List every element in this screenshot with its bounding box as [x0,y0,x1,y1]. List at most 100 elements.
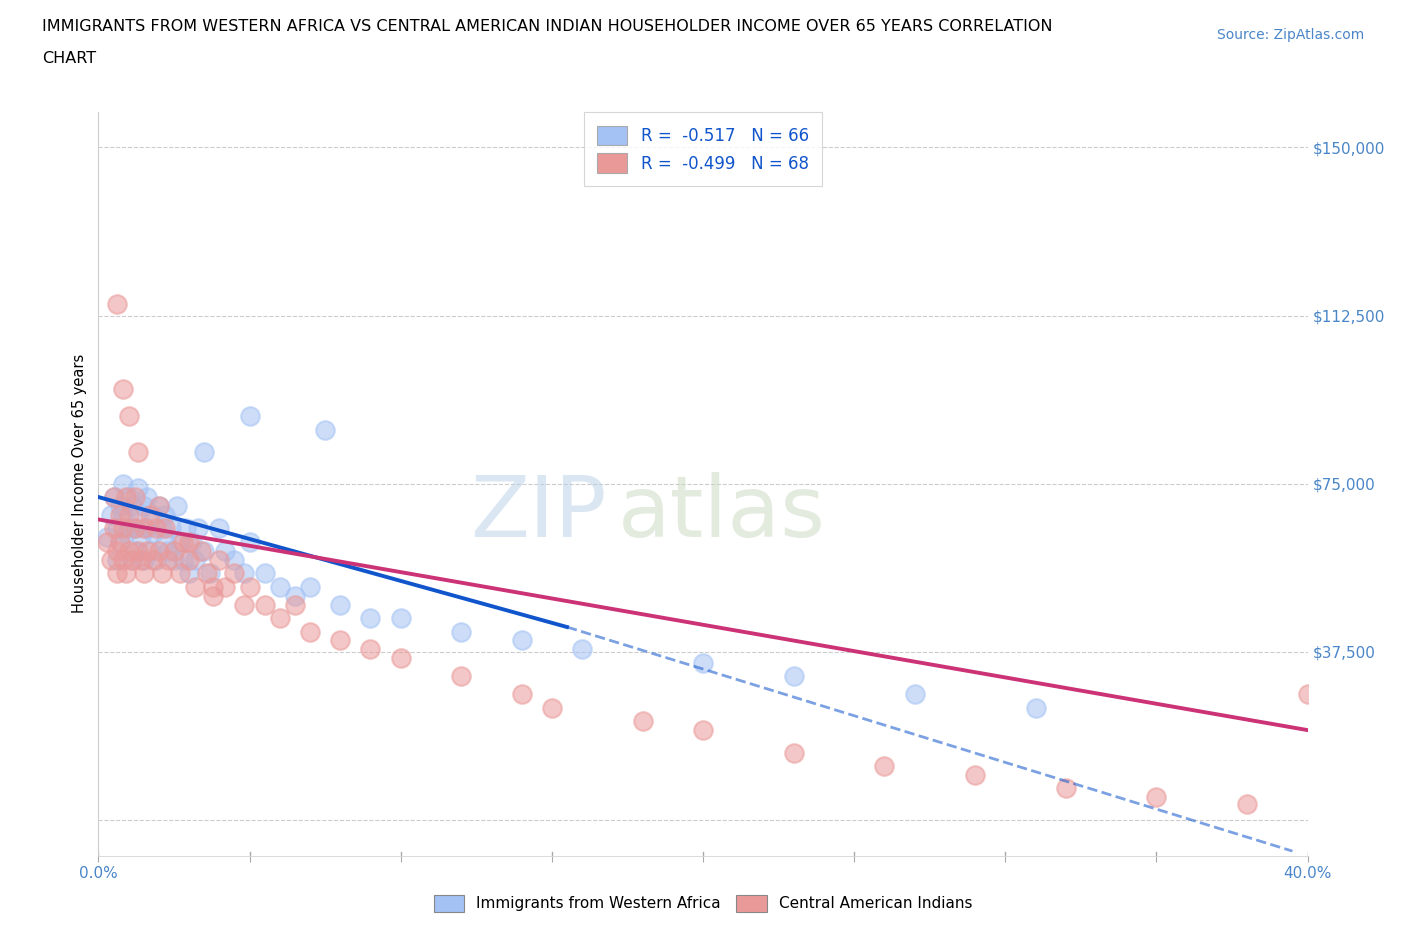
Point [450,624,472,639]
Point [200,565,222,580]
Point [692,656,714,671]
Point [145,521,167,536]
Point [873,759,896,774]
Point [181,535,204,550]
Point [142,508,165,523]
Point [114,565,136,580]
Point [389,611,412,626]
Point [163,552,186,567]
Point [108,535,131,550]
Point [299,579,322,594]
Point [127,508,149,523]
Point [450,669,472,684]
Point [135,543,157,558]
Point [166,498,188,513]
Point [135,489,157,504]
Text: atlas: atlas [619,472,827,555]
Point [105,297,128,312]
Point [118,543,141,558]
Point [360,642,382,657]
Point [153,535,176,550]
Point [124,521,146,536]
Point [314,422,336,437]
Point [105,543,128,558]
Point [193,445,215,459]
Point [118,409,141,424]
Point [169,535,191,550]
Text: Source: ZipAtlas.com: Source: ZipAtlas.com [1216,28,1364,42]
Point [329,597,352,612]
Point [214,543,236,558]
Point [631,713,654,728]
Point [150,565,173,580]
Point [1236,797,1258,812]
Point [132,552,155,567]
Point [142,525,165,540]
Point [153,521,176,536]
Point [127,481,149,496]
Point [783,745,806,760]
Point [148,498,170,513]
Point [135,521,157,536]
Point [202,579,225,594]
Point [118,521,141,536]
Point [329,633,352,648]
Legend: R =  -0.517   N = 66, R =  -0.499   N = 68: R = -0.517 N = 66, R = -0.499 N = 68 [583,113,823,186]
Point [184,579,207,594]
Point [179,552,201,567]
Point [156,552,179,567]
Y-axis label: Householder Income Over 65 years: Householder Income Over 65 years [72,354,87,613]
Point [299,624,322,639]
Point [121,552,143,567]
Point [132,565,155,580]
Point [108,535,131,550]
Point [129,530,152,545]
Point [224,552,246,567]
Point [148,543,170,558]
Point [105,552,128,567]
Point [239,409,262,424]
Point [118,508,141,523]
Point [1296,687,1319,702]
Point [232,565,254,580]
Point [160,521,183,536]
Point [148,498,170,513]
Point [187,521,209,536]
Point [783,669,806,684]
Point [172,535,194,550]
Point [193,543,215,558]
Point [253,565,276,580]
Point [111,476,134,491]
Point [389,651,412,666]
Point [571,642,593,657]
Point [150,521,173,536]
Point [105,565,128,580]
Point [156,543,179,558]
Point [108,508,131,523]
Point [111,382,134,397]
Point [510,633,533,648]
Point [510,687,533,702]
Point [163,543,186,558]
Point [174,521,197,536]
Point [284,597,307,612]
Point [360,611,382,626]
Point [121,552,143,567]
Point [100,508,122,523]
Point [127,445,149,459]
Point [239,579,262,594]
Point [114,489,136,504]
Point [172,552,194,567]
Legend: Immigrants from Western Africa, Central American Indians: Immigrants from Western Africa, Central … [427,889,979,918]
Point [692,723,714,737]
Point [1024,700,1046,715]
Point [202,588,225,603]
Point [108,498,131,513]
Point [132,521,155,536]
Point [118,489,141,504]
Point [153,508,176,523]
Point [269,579,291,594]
Point [1144,790,1167,804]
Point [111,521,134,536]
Point [124,521,146,536]
